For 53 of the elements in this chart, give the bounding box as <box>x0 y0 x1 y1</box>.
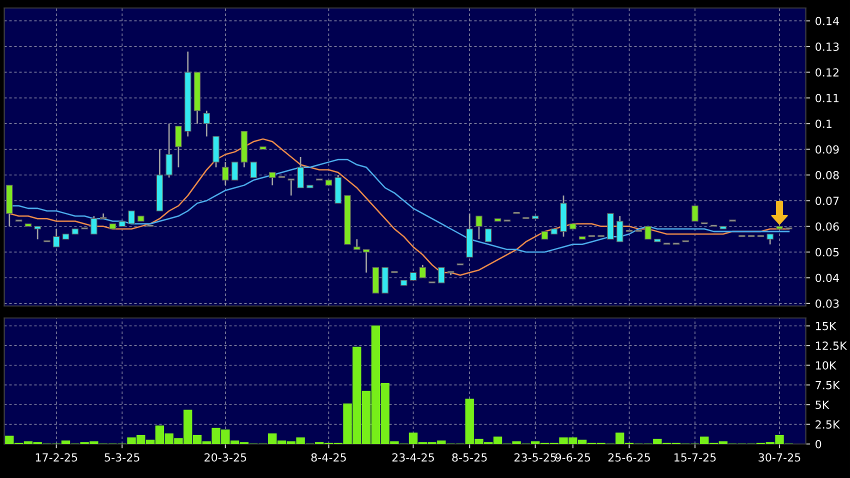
y-tick-label: 0.09 <box>816 145 839 154</box>
y-tick-label: 0.1 <box>816 120 832 128</box>
y-tick-label: 7.5K <box>816 381 840 390</box>
x-tick-label: 20-3-25 <box>204 453 246 462</box>
candlestick <box>203 110 210 138</box>
x-tick-label: 8-5-25 <box>452 453 487 462</box>
y-tick-label: 2.5K <box>816 420 840 429</box>
candlestick <box>419 264 426 278</box>
y-tick-label: 0.04 <box>816 274 839 282</box>
candlestick <box>53 228 60 248</box>
x-tick-label: 9-6-25 <box>555 453 590 462</box>
candlestick <box>297 156 304 189</box>
x-tick-label: 5-3-25 <box>104 453 140 462</box>
candlestick <box>692 205 698 222</box>
candlestick <box>362 248 370 274</box>
candlestick <box>438 267 445 284</box>
candlestick <box>476 215 482 240</box>
y-tick-label: 0.13 <box>816 42 839 51</box>
candlestick <box>128 210 135 224</box>
y-tick-label: 0.12 <box>816 68 838 77</box>
candlestick <box>616 215 624 242</box>
candlestick <box>766 233 774 246</box>
x-tick-label: 23-4-25 <box>392 453 434 462</box>
x-tick-label: 25-6-25 <box>608 453 650 462</box>
x-tick-label: 15-7-25 <box>674 453 716 462</box>
y-tick-label: 0.05 <box>816 248 839 256</box>
candlestick <box>288 178 295 196</box>
y-tick-label: 15K <box>816 322 836 330</box>
candlestick <box>175 125 182 168</box>
candlestick <box>354 238 360 250</box>
candlestick <box>166 122 172 178</box>
x-tick-label: 23-5-25 <box>514 453 556 462</box>
x-tick-label: 30-7-25 <box>758 453 800 462</box>
x-tick-label: 17-2-25 <box>36 453 78 462</box>
y-tick-label: 10K <box>816 361 836 370</box>
y-tick-label: 0.08 <box>816 170 839 180</box>
y-tick-label: 0.06 <box>816 222 839 231</box>
x-tick-label: 8-4-25 <box>311 453 346 462</box>
y-tick-label: 0.07 <box>816 196 839 206</box>
candlestick <box>90 215 98 235</box>
candlestick <box>222 161 229 186</box>
candlestick <box>34 226 41 240</box>
candlestick <box>231 162 238 180</box>
candlestick <box>250 162 257 178</box>
y-tick-label: 0.11 <box>816 94 839 102</box>
y-tick-label: 0 <box>816 440 822 448</box>
candlestick <box>485 228 492 242</box>
y-tick-label: 5K <box>816 400 830 410</box>
candlestick <box>269 172 276 186</box>
y-tick-label: 0.14 <box>816 16 839 26</box>
y-tick-label: 12.5K <box>816 342 848 350</box>
y-tick-label: 0.03 <box>816 299 839 308</box>
candlestick <box>644 226 652 240</box>
